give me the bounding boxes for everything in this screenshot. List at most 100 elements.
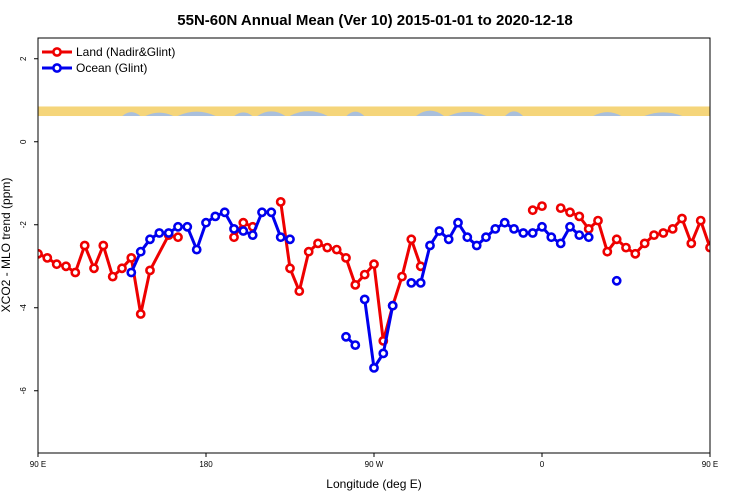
data-point <box>229 232 239 243</box>
series-line <box>279 201 423 343</box>
data-point <box>546 232 557 243</box>
data-point <box>70 267 81 278</box>
data-point <box>135 246 146 257</box>
data-point <box>359 269 370 280</box>
data-point <box>716 248 723 255</box>
data-point <box>331 244 342 255</box>
data-point <box>117 263 127 274</box>
data-point <box>294 286 305 296</box>
data-point <box>649 230 659 240</box>
band-ocean-patch <box>145 112 174 117</box>
data-point <box>257 207 267 218</box>
data-point <box>350 279 361 290</box>
data-point <box>229 223 239 234</box>
data-point <box>583 232 594 243</box>
y-tick-label: 0 <box>19 139 28 144</box>
data-point <box>734 259 741 266</box>
data-point <box>275 232 286 243</box>
data-point <box>219 207 230 218</box>
data-point <box>686 238 697 249</box>
x-tick-label: 0 <box>540 460 545 469</box>
band-ocean-patch <box>257 111 286 117</box>
data-point <box>173 232 183 243</box>
data-point <box>145 234 155 245</box>
plot-frame <box>37 37 711 454</box>
data-point <box>725 254 732 261</box>
x-tick-label: 90 E <box>30 460 46 469</box>
data-point <box>313 238 323 249</box>
y-axis: 2 0 -2 -4 -6 <box>19 56 38 394</box>
legend: Land (Nadir&Glint) Ocean (Glint) <box>42 45 175 75</box>
band-ocean-patch <box>644 112 683 117</box>
data-point <box>555 238 566 249</box>
data-point <box>537 201 547 211</box>
x-tick-label: 180 <box>199 460 213 469</box>
series-line <box>560 206 710 256</box>
data-point <box>583 223 594 234</box>
data-point <box>201 217 211 228</box>
x-axis: 90 E 180 90 W 0 90 E <box>30 453 718 469</box>
data-point <box>378 348 389 359</box>
data-point <box>639 238 650 249</box>
band-ocean-patch <box>416 110 444 117</box>
x-axis-label: Longitude (deg E) <box>326 477 421 491</box>
plot-series <box>38 196 741 373</box>
data-point <box>163 228 174 238</box>
band-land <box>38 106 710 117</box>
data-point <box>471 240 482 251</box>
series-ocean <box>126 207 622 373</box>
series-line <box>363 299 395 370</box>
data-point <box>238 217 249 228</box>
data-point <box>285 263 295 274</box>
land-ocean-band <box>38 106 710 117</box>
data-point <box>499 217 510 228</box>
y-tick-label: 2 <box>19 56 28 61</box>
data-point <box>359 294 370 305</box>
y-tick-label: -6 <box>19 387 28 395</box>
data-point <box>406 234 417 245</box>
data-point <box>191 244 202 255</box>
data-point <box>238 226 249 236</box>
y-tick-label: -4 <box>19 304 28 312</box>
band-ocean-patch <box>234 112 253 117</box>
y-tick-label: -2 <box>19 221 28 229</box>
band-ocean-patch <box>122 112 141 117</box>
data-point <box>415 277 426 288</box>
data-point <box>154 228 165 238</box>
data-point <box>481 232 491 243</box>
data-point <box>443 234 454 245</box>
data-point <box>341 331 351 342</box>
data-point <box>574 211 585 222</box>
x-tick-label: 90 E <box>702 460 718 469</box>
data-point <box>574 230 585 240</box>
band-ocean-patch <box>448 111 487 117</box>
band-ocean-patch <box>289 111 328 117</box>
data-point <box>247 230 258 240</box>
data-point <box>182 221 193 232</box>
data-point <box>677 213 687 224</box>
data-point <box>621 242 631 253</box>
data-point <box>555 203 566 213</box>
data-point <box>518 228 529 238</box>
data-point <box>397 271 407 282</box>
data-point <box>266 207 277 218</box>
legend-label: Ocean (Glint) <box>76 61 147 75</box>
chart-title: 55N-60N Annual Mean (Ver 10) 2015-01-01 … <box>177 12 572 29</box>
data-point <box>509 223 519 234</box>
data-point <box>705 242 710 253</box>
data-point <box>350 340 361 350</box>
data-point <box>527 228 538 238</box>
data-point <box>695 215 706 226</box>
legend-marker <box>52 63 62 73</box>
data-point <box>434 226 445 236</box>
data-point <box>611 275 622 286</box>
data-point <box>387 300 398 311</box>
data-point <box>135 309 146 319</box>
data-point <box>658 228 669 238</box>
series-line <box>38 233 179 316</box>
data-point <box>490 223 501 234</box>
data-point <box>602 246 613 257</box>
data-point <box>126 267 137 278</box>
data-point <box>593 215 603 226</box>
data-point <box>369 362 379 373</box>
